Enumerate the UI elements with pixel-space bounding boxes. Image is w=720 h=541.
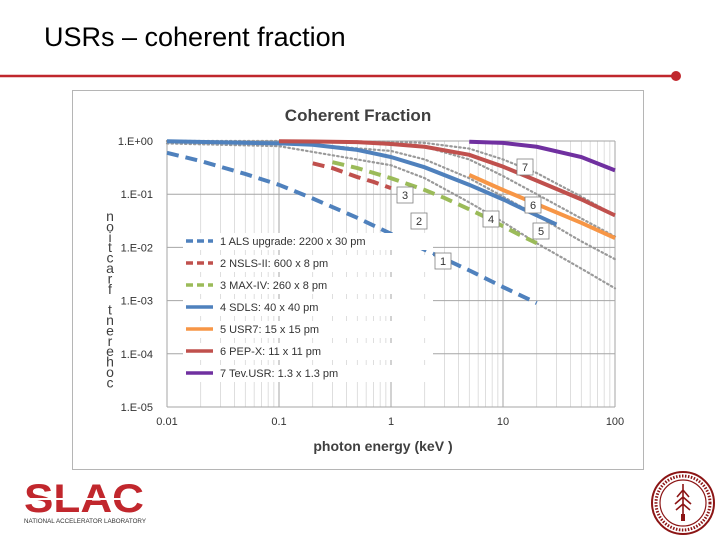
legend-label-5: 5 USR7: 15 x 15 pm <box>220 324 319 336</box>
y-axis-label-char: e <box>106 343 114 359</box>
legend-entry-bg <box>183 321 433 338</box>
series-callout-1: 1 <box>440 256 446 268</box>
series-callout-2: 2 <box>416 216 422 228</box>
x-tick-label: 100 <box>606 416 624 428</box>
y-tick-label: 1.E-02 <box>121 242 153 254</box>
y-axis-label-char: n <box>106 312 114 328</box>
series-line-1 <box>166 150 538 305</box>
legend-label-6: 6 PEP-X: 11 x 11 pm <box>220 346 321 358</box>
y-tick-label: 1.E-04 <box>121 349 153 361</box>
y-axis-label-char: a <box>106 260 114 276</box>
series-callout-5: 5 <box>538 226 544 238</box>
series-callout-box-3 <box>396 186 414 204</box>
y-tick-label: 1.E-03 <box>121 296 153 308</box>
slide-title: USRs – coherent fraction <box>44 22 346 52</box>
x-axis-label: photon energy (keV ) <box>313 438 452 454</box>
legend-label-7: 7 Tev.USR: 1.3 x 1.3 pm <box>220 368 338 380</box>
series-line-4 <box>166 139 558 227</box>
title-underline <box>0 0 720 95</box>
y-axis-label-char: o <box>106 218 114 234</box>
series-callout-box-6 <box>524 196 542 214</box>
chart-frame: 1 2 3 4 5 6 7 0.01 0.1 1 10 100 1.E+00 1.E-01 1.E-02 1… <box>72 90 644 470</box>
series-callout-3: 3 <box>402 190 408 202</box>
y-tick-label: 1.E+00 <box>118 136 153 148</box>
chart-title: Coherent Fraction <box>285 106 431 125</box>
y-axis-label-char: r <box>108 270 113 286</box>
legend-entry-bg <box>183 277 433 294</box>
y-tick-label: 1.E-05 <box>121 402 153 414</box>
y-axis-label-char: o <box>106 364 114 380</box>
legend-entry-bg <box>183 343 433 360</box>
legend-entry-bg <box>183 233 433 250</box>
y-axis-label-char: c <box>107 374 114 390</box>
legend-label-4: 4 SDLS: 40 x 40 pm <box>220 302 318 314</box>
x-tick-label: 1 <box>388 416 394 428</box>
series-callout-box-2 <box>410 212 428 230</box>
x-tick-label: 10 <box>497 416 509 428</box>
series-line-2 <box>312 161 392 191</box>
legend-label-2: 2 NSLS-II: 600 x 8 pm <box>220 258 328 270</box>
series-callout-6: 6 <box>530 200 536 212</box>
series-callout-box-5 <box>532 222 550 240</box>
x-tick-label: 0.1 <box>271 416 286 428</box>
y-axis-label-char: n <box>106 208 114 224</box>
y-axis-label-char: t <box>108 239 112 255</box>
y-axis-label-char: c <box>107 250 114 266</box>
series-callout-box-1 <box>434 252 452 270</box>
svg-text:NATIONAL ACCELERATOR LABORATOR: NATIONAL ACCELERATOR LABORATORY <box>24 518 147 525</box>
legend-label-1: 1 ALS upgrade: 2200 x 30 pm <box>220 236 366 248</box>
legend-entry-bg <box>183 255 433 272</box>
series-callout-7: 7 <box>522 162 528 174</box>
legend-entry-bg <box>183 365 433 382</box>
y-axis-label-char: e <box>106 322 114 338</box>
stanford-seal <box>650 470 716 541</box>
y-axis-label-char: h <box>106 354 114 370</box>
slac-logo: SLAC NATIONAL ACCELERATOR LABORATORY <box>22 477 152 533</box>
series-line-3 <box>331 160 538 245</box>
series-callout-box-7 <box>516 158 534 176</box>
legend-entry-bg <box>183 299 433 316</box>
series-line-7 <box>469 139 616 173</box>
coherent-fraction-chart: 1 2 3 4 5 6 7 0.01 0.1 1 10 100 1.E+00 1.E-01 1.E-02 1… <box>106 106 624 454</box>
legend-label-3: 3 MAX-IV: 260 x 8 pm <box>220 280 327 292</box>
reference-curve <box>165 142 617 290</box>
series-line-6 <box>278 139 616 218</box>
y-axis-label-char: t <box>108 302 112 318</box>
y-axis-label-char: f <box>108 281 112 297</box>
y-tick-label: 1.E-01 <box>121 189 153 201</box>
series-callout-box-4 <box>482 210 500 228</box>
y-axis-label-char: i <box>108 229 111 245</box>
series-callout-4: 4 <box>488 214 494 226</box>
x-tick-label: 0.01 <box>156 416 177 428</box>
y-axis-label-char: r <box>108 333 113 349</box>
